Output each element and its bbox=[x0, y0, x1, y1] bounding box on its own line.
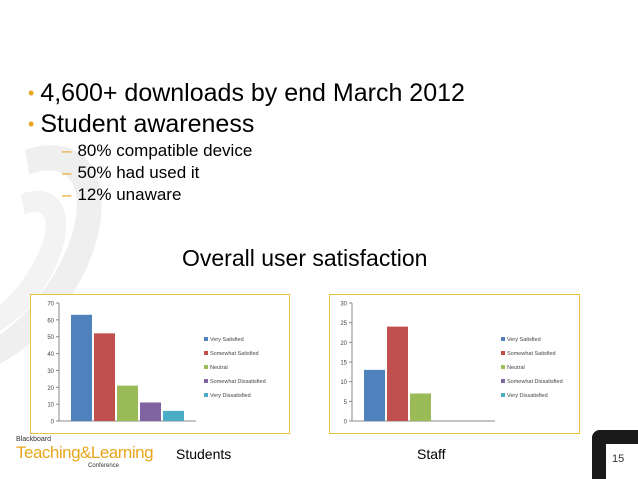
legend-swatch bbox=[501, 337, 505, 341]
sub-bullet-dash: – bbox=[62, 185, 72, 204]
legend-swatch bbox=[204, 365, 208, 369]
legend-label: Somewhat Dissatisfied bbox=[210, 379, 266, 385]
y-tick-label: 50 bbox=[47, 335, 54, 341]
bar-very-dissatisfied bbox=[163, 410, 184, 421]
sub-bullet-item: –50% had used it bbox=[62, 162, 465, 184]
legend-swatch bbox=[204, 351, 208, 355]
sub-bullet-text: 80% compatible device bbox=[77, 141, 253, 160]
logo-line-2: Teaching&Learning bbox=[16, 443, 154, 462]
legend-label: Somewhat Dissatisfied bbox=[507, 379, 563, 385]
bullet-text: Student awareness bbox=[40, 110, 255, 138]
bullet-item: • Student awareness bbox=[28, 109, 465, 140]
y-tick-label: 0 bbox=[51, 420, 55, 426]
y-tick-label: 10 bbox=[340, 380, 347, 386]
y-tick-label: 20 bbox=[47, 386, 54, 392]
sub-bullet-text: 12% unaware bbox=[77, 185, 182, 204]
legend-label: Very Dissatisfied bbox=[507, 393, 548, 399]
staff-chart-svg: 0 5 10 15 20 25 30 Very Satisfied Somewhat Satis… bbox=[340, 302, 563, 426]
bar-neutral bbox=[410, 393, 431, 421]
legend-swatch bbox=[204, 337, 208, 341]
y-tick-label: 30 bbox=[340, 302, 347, 308]
bullet-dot: • bbox=[28, 114, 35, 134]
students-caption: Students bbox=[176, 446, 232, 462]
legend-swatch bbox=[501, 365, 505, 369]
y-tick-label: 20 bbox=[340, 341, 347, 347]
bar-somewhat-satisfied bbox=[387, 326, 408, 421]
y-tick-label: 70 bbox=[47, 302, 54, 308]
legend-swatch bbox=[204, 379, 208, 383]
bullet-text: 4,600+ downloads by end March 2012 bbox=[40, 79, 465, 107]
bullet-dot: • bbox=[28, 83, 35, 103]
conference-logo: Blackboard Teaching&Learning Conference bbox=[16, 436, 161, 472]
sub-bullet-item: –80% compatible device bbox=[62, 140, 465, 162]
legend-label: Neutral bbox=[210, 365, 228, 371]
sub-bullet-item: –12% unaware bbox=[62, 184, 465, 206]
bar-very-satisfied bbox=[364, 369, 385, 421]
students-chart: 0 10 20 30 40 50 60 70 Very Satisfied Somewhat Sa… bbox=[30, 294, 290, 434]
y-tick-label: 10 bbox=[47, 403, 54, 409]
staff-chart: 0 5 10 15 20 25 30 Very Satisfied Somewhat Satis… bbox=[329, 294, 580, 434]
slide-subtitle: Overall user satisfaction bbox=[182, 245, 428, 271]
staff-caption: Staff bbox=[417, 446, 446, 462]
y-tick-label: 30 bbox=[47, 369, 54, 375]
y-tick-label: 15 bbox=[340, 361, 347, 367]
bar-very-satisfied bbox=[71, 314, 92, 421]
students-chart-svg: 0 10 20 30 40 50 60 70 Very Satisfied Somewhat Sa… bbox=[47, 302, 266, 426]
legend-label: Somewhat Satisfied bbox=[210, 351, 259, 357]
corner-bracket bbox=[592, 430, 638, 479]
legend-swatch bbox=[501, 379, 505, 383]
legend-label: Very Dissatisfied bbox=[210, 393, 251, 399]
legend-swatch bbox=[204, 393, 208, 397]
bullet-list: • 4,600+ downloads by end March 2012 • Stu… bbox=[28, 78, 465, 206]
sub-bullet-dash: – bbox=[62, 141, 72, 160]
sub-bullet-dash: – bbox=[62, 163, 72, 182]
bar-neutral bbox=[117, 385, 138, 421]
bullet-item: • 4,600+ downloads by end March 2012 bbox=[28, 78, 465, 109]
legend-swatch bbox=[501, 351, 505, 355]
legend-label: Somewhat Satisfied bbox=[507, 351, 556, 357]
legend-label: Very Satisfied bbox=[210, 337, 244, 343]
legend-label: Neutral bbox=[507, 365, 525, 371]
bar-somewhat-dissatisfied bbox=[140, 402, 161, 421]
y-tick-label: 60 bbox=[47, 318, 54, 324]
y-tick-label: 25 bbox=[340, 321, 347, 327]
legend-label: Very Satisfied bbox=[507, 337, 541, 343]
sub-bullet-text: 50% had used it bbox=[77, 163, 200, 182]
page-number: 15 bbox=[612, 453, 625, 465]
y-tick-label: 0 bbox=[344, 420, 348, 426]
legend-swatch bbox=[501, 393, 505, 397]
y-tick-label: 40 bbox=[47, 352, 54, 358]
bar-somewhat-satisfied bbox=[94, 333, 115, 421]
y-tick-label: 5 bbox=[344, 400, 348, 406]
logo-line-3: Conference bbox=[88, 463, 120, 469]
logo-line-1: Blackboard bbox=[16, 436, 52, 443]
